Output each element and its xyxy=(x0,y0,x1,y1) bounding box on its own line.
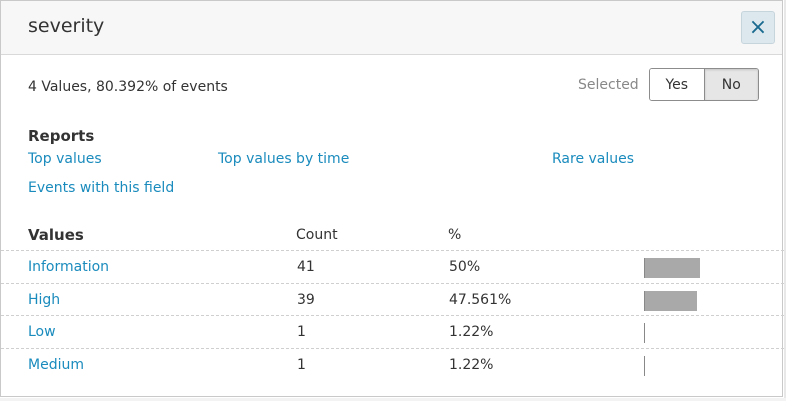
close-icon: × xyxy=(748,14,768,40)
row-percent: 50% xyxy=(449,259,481,275)
popup-header: severity × xyxy=(1,1,782,55)
count-column-header: Count xyxy=(296,227,338,243)
row-bar-track xyxy=(644,323,754,343)
selected-yes-button[interactable]: Yes xyxy=(650,69,704,100)
row-count: 1 xyxy=(297,324,306,340)
row-count: 1 xyxy=(297,357,306,373)
selected-label: Selected xyxy=(578,77,639,93)
row-count: 41 xyxy=(297,259,315,275)
row-bar-track xyxy=(644,291,754,311)
value-link-medium[interactable]: Medium xyxy=(28,357,84,373)
selected-no-button[interactable]: No xyxy=(703,69,758,100)
table-row: Information 41 50% xyxy=(1,250,784,284)
background-page-edge xyxy=(784,0,786,401)
row-percent: 1.22% xyxy=(449,324,494,340)
row-percent: 47.561% xyxy=(449,292,512,308)
row-bar-track xyxy=(644,356,754,376)
rare-values-link[interactable]: Rare values xyxy=(552,151,635,167)
percent-bar xyxy=(644,323,645,343)
value-link-information[interactable]: Information xyxy=(28,259,110,275)
table-row: High 39 47.561% xyxy=(1,283,784,317)
value-link-high[interactable]: High xyxy=(28,292,61,308)
top-values-link[interactable]: Top values xyxy=(28,151,102,167)
row-count: 39 xyxy=(297,292,315,308)
percent-column-header: % xyxy=(448,227,462,243)
value-link-low[interactable]: Low xyxy=(28,324,56,340)
percent-bar xyxy=(644,356,645,376)
reports-heading: Reports xyxy=(28,127,95,145)
table-row: Low 1 1.22% xyxy=(1,315,784,349)
row-percent: 1.22% xyxy=(449,357,494,373)
row-bar-track xyxy=(644,258,754,278)
table-row: Medium 1 1.22% xyxy=(1,348,784,382)
close-button[interactable]: × xyxy=(741,11,775,44)
field-summary-text: 4 Values, 80.392% of events xyxy=(28,79,228,95)
values-column-header: Values xyxy=(28,226,84,244)
top-values-by-time-link[interactable]: Top values by time xyxy=(218,151,350,167)
selected-toggle: Yes No xyxy=(649,68,759,101)
percent-bar xyxy=(644,291,697,311)
background-page-bottom xyxy=(0,398,786,401)
popup-title: severity xyxy=(28,15,105,37)
events-with-field-link[interactable]: Events with this field xyxy=(28,180,175,196)
percent-bar xyxy=(644,258,700,278)
